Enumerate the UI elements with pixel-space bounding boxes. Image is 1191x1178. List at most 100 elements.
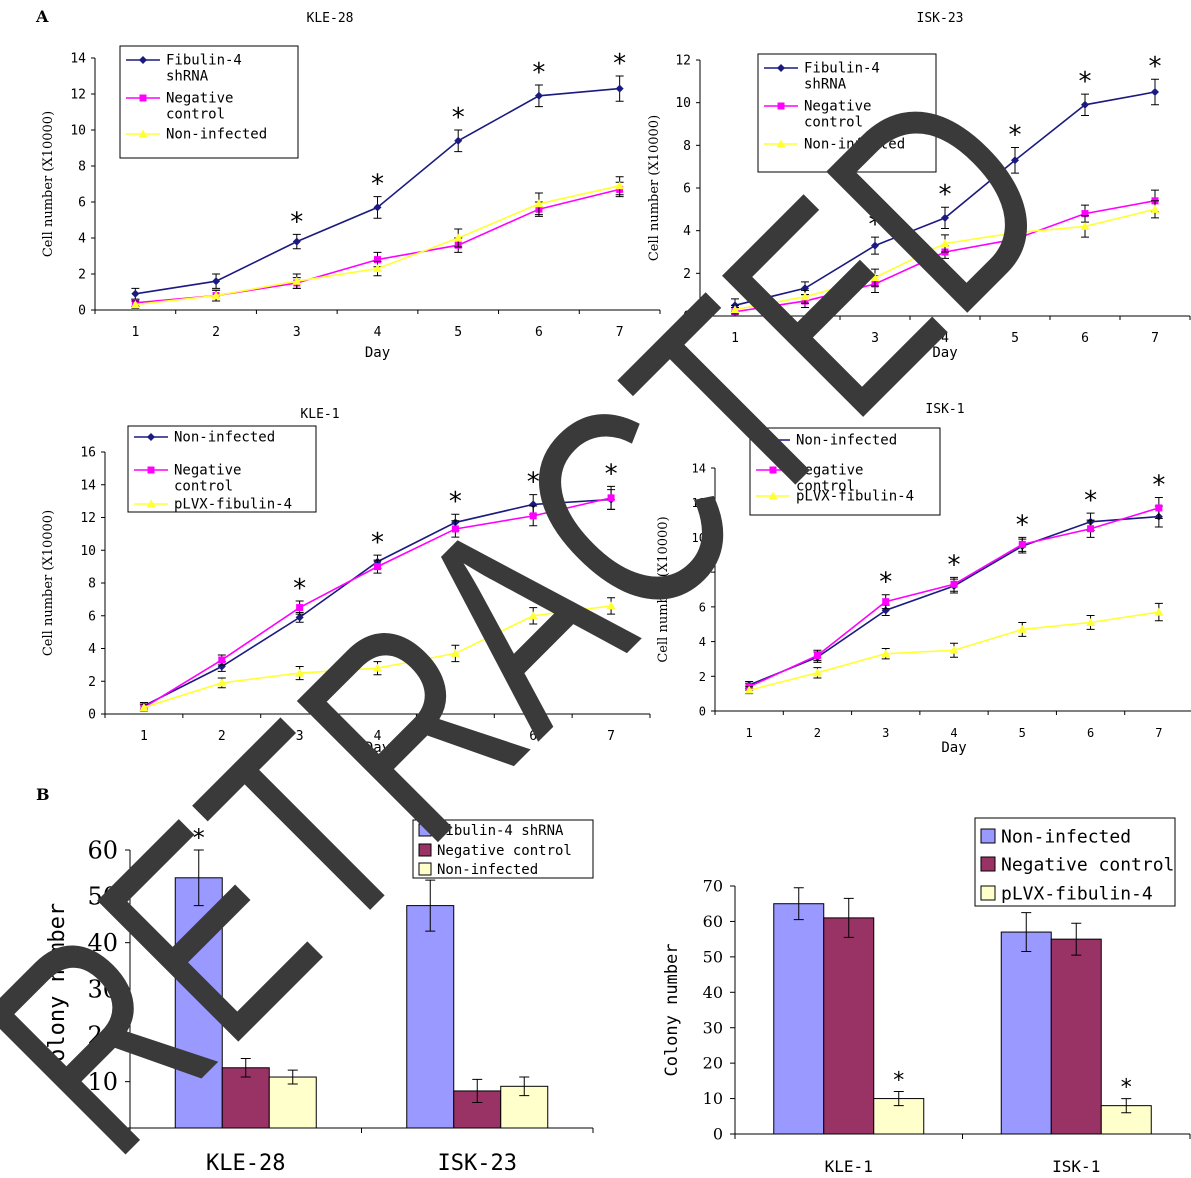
- legend-label: Non-infected: [804, 137, 905, 153]
- data-point: [950, 580, 958, 588]
- legend-swatch: [418, 843, 432, 857]
- bar: [221, 1067, 270, 1129]
- data-point: [1081, 100, 1089, 109]
- data-point: [1080, 221, 1090, 230]
- data-point: [1081, 210, 1089, 218]
- data-point: [1010, 228, 1020, 237]
- y-tick-label: 8: [683, 139, 691, 154]
- data-point: [534, 199, 544, 208]
- error-bar: [240, 1058, 251, 1078]
- legend-label: Fibulin-4 shRNA: [804, 61, 880, 93]
- data-point: [453, 233, 463, 242]
- legend-box: [974, 817, 1176, 907]
- legend-swatch: [418, 862, 432, 876]
- y-tick-label: 12: [675, 54, 691, 69]
- data-point: [292, 276, 302, 285]
- data-point: [374, 563, 381, 571]
- data-point: [218, 656, 226, 664]
- data-point: [1155, 504, 1163, 512]
- y-tick-label: 14: [70, 52, 86, 67]
- data-point: [744, 685, 754, 694]
- data-point: [139, 702, 149, 711]
- legend-label-line: Negative: [174, 463, 241, 479]
- y-tick-label: 60: [703, 912, 723, 931]
- chart-title: ISK-23: [917, 11, 964, 26]
- error-bar: [425, 879, 436, 932]
- legend-label-line: control: [174, 479, 233, 495]
- y-tick-label: 6: [683, 182, 691, 197]
- category-label: KLE-28: [206, 1151, 285, 1176]
- legend-label: Non-infected: [796, 433, 897, 449]
- error-bar: [893, 1090, 904, 1107]
- data-point: [870, 273, 880, 282]
- y-tick-label: 50: [703, 947, 723, 966]
- legend-label-line: Negative: [166, 91, 233, 107]
- data-point: [296, 604, 304, 612]
- significance-star: *: [939, 180, 952, 210]
- y-axis-label: Cell number (X10000): [656, 516, 671, 662]
- panel-label-a: A: [35, 7, 49, 26]
- y-tick-label: 0: [88, 708, 96, 723]
- data-point: [373, 203, 382, 212]
- data-point: [1154, 607, 1164, 616]
- error-bar: [287, 1069, 298, 1085]
- data-point: [941, 213, 949, 222]
- significance-star: *: [1016, 510, 1029, 540]
- legend-label-line: Fibulin-4: [804, 61, 880, 77]
- significance-star: *: [869, 210, 882, 240]
- legend-label: Non-infected: [437, 862, 538, 878]
- y-tick-label: 10: [675, 96, 691, 111]
- legend-label: Negative control: [174, 463, 241, 495]
- data-point: [211, 291, 221, 300]
- x-tick-label: 4: [941, 331, 949, 346]
- y-tick-label: 14: [80, 478, 96, 493]
- x-tick-label: 5: [451, 729, 459, 744]
- legend-label-line: Negative: [804, 99, 871, 115]
- legend-label: pLVX-fibulin-4: [174, 497, 292, 513]
- data-point: [130, 300, 140, 309]
- legend-label: pLVX-fibulin-4: [1001, 883, 1153, 904]
- x-axis-label: Day: [932, 345, 957, 361]
- legend-label: pLVX-fibulin-4: [796, 489, 914, 505]
- y-tick-label: 8: [88, 577, 96, 592]
- x-tick-label: 7: [1151, 331, 1159, 346]
- legend-label: Non-infected: [174, 430, 275, 446]
- y-tick-label: 0: [699, 705, 706, 719]
- chart-title: KLE-1: [300, 407, 339, 422]
- data-point: [730, 305, 740, 314]
- data-point: [1150, 204, 1160, 213]
- y-tick-label: 0: [78, 304, 86, 319]
- y-tick-label: 4: [683, 224, 691, 239]
- bar: [773, 903, 825, 1135]
- data-point: [374, 256, 381, 264]
- data-point: [606, 601, 616, 610]
- x-tick-label: 1: [140, 729, 148, 744]
- x-tick-label: 4: [374, 729, 382, 744]
- legend-label: Negative control: [437, 843, 572, 859]
- x-tick-label: 6: [1087, 726, 1094, 740]
- y-tick-label: 30: [87, 975, 118, 1003]
- legend-label-line: control: [796, 479, 855, 495]
- y-tick-label: 2: [683, 267, 691, 282]
- bar: [174, 877, 223, 1129]
- y-tick-label: 12: [80, 511, 96, 526]
- y-tick-label: 0: [683, 310, 691, 325]
- bar: [1000, 931, 1052, 1135]
- legend-box: [127, 425, 317, 513]
- x-tick-label: 3: [882, 726, 889, 740]
- data-point: [534, 91, 543, 100]
- y-tick-label: 20: [703, 1054, 723, 1073]
- data-point: [292, 237, 301, 246]
- significance-star: *: [527, 468, 540, 498]
- x-tick-label: 3: [293, 325, 301, 340]
- legend-label-line: control: [166, 107, 225, 123]
- x-tick-label: 7: [616, 325, 624, 340]
- y-tick-label: 14: [692, 462, 706, 476]
- y-tick-label: 12: [692, 496, 706, 510]
- y-tick-label: 0: [103, 1114, 118, 1142]
- legend-marker: [777, 64, 785, 72]
